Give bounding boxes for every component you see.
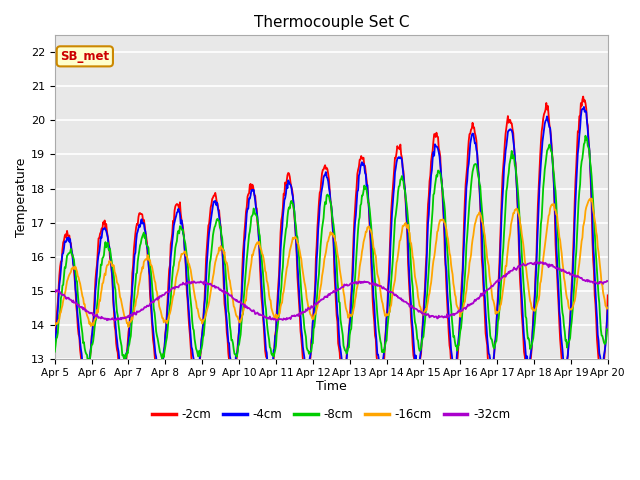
Y-axis label: Temperature: Temperature xyxy=(15,157,28,237)
-8cm xyxy=(378,341,385,347)
-8cm xyxy=(604,327,612,333)
-32cm xyxy=(536,259,544,265)
-2cm xyxy=(554,288,562,294)
-16cm xyxy=(432,242,440,248)
-32cm xyxy=(172,284,180,290)
-32cm xyxy=(196,279,204,285)
-16cm xyxy=(51,324,59,329)
-8cm xyxy=(197,348,205,353)
Line: -8cm: -8cm xyxy=(55,136,608,362)
-16cm xyxy=(604,305,612,311)
-4cm xyxy=(604,304,612,310)
Line: -4cm: -4cm xyxy=(55,107,608,376)
-8cm xyxy=(554,230,562,236)
-16cm xyxy=(125,324,132,330)
-8cm xyxy=(324,192,332,197)
-2cm xyxy=(604,292,612,298)
-32cm xyxy=(555,265,563,271)
-32cm xyxy=(432,313,440,319)
-8cm xyxy=(173,238,180,244)
-16cm xyxy=(378,294,385,300)
-2cm xyxy=(197,350,205,356)
Legend: -2cm, -4cm, -8cm, -16cm, -32cm: -2cm, -4cm, -8cm, -16cm, -32cm xyxy=(147,403,515,426)
X-axis label: Time: Time xyxy=(316,380,347,393)
-8cm xyxy=(582,133,589,139)
-4cm xyxy=(197,347,205,352)
Text: SB_met: SB_met xyxy=(60,50,109,63)
-32cm xyxy=(51,288,59,293)
-4cm xyxy=(378,364,385,370)
-16cm xyxy=(197,317,205,323)
Line: -16cm: -16cm xyxy=(55,199,608,327)
-16cm xyxy=(554,221,562,227)
-4cm xyxy=(51,341,59,347)
-32cm xyxy=(324,294,332,300)
Line: -32cm: -32cm xyxy=(55,262,608,321)
-2cm xyxy=(173,201,180,207)
-8cm xyxy=(51,349,59,355)
-8cm xyxy=(121,359,129,365)
-4cm xyxy=(173,210,180,216)
-16cm xyxy=(588,196,595,202)
-4cm xyxy=(432,143,440,149)
Line: -2cm: -2cm xyxy=(55,96,608,382)
-2cm xyxy=(579,94,587,99)
-4cm xyxy=(554,275,562,281)
-2cm xyxy=(51,339,59,345)
-2cm xyxy=(80,379,88,385)
Title: Thermocouple Set C: Thermocouple Set C xyxy=(253,15,409,30)
-32cm xyxy=(604,278,612,284)
-2cm xyxy=(378,376,385,382)
-8cm xyxy=(432,178,440,184)
-2cm xyxy=(324,167,332,172)
-2cm xyxy=(432,134,440,140)
-32cm xyxy=(378,283,385,289)
-32cm xyxy=(274,318,282,324)
-16cm xyxy=(173,272,180,277)
-16cm xyxy=(324,240,332,245)
-4cm xyxy=(324,175,332,181)
-4cm xyxy=(83,373,90,379)
-4cm xyxy=(580,104,588,110)
